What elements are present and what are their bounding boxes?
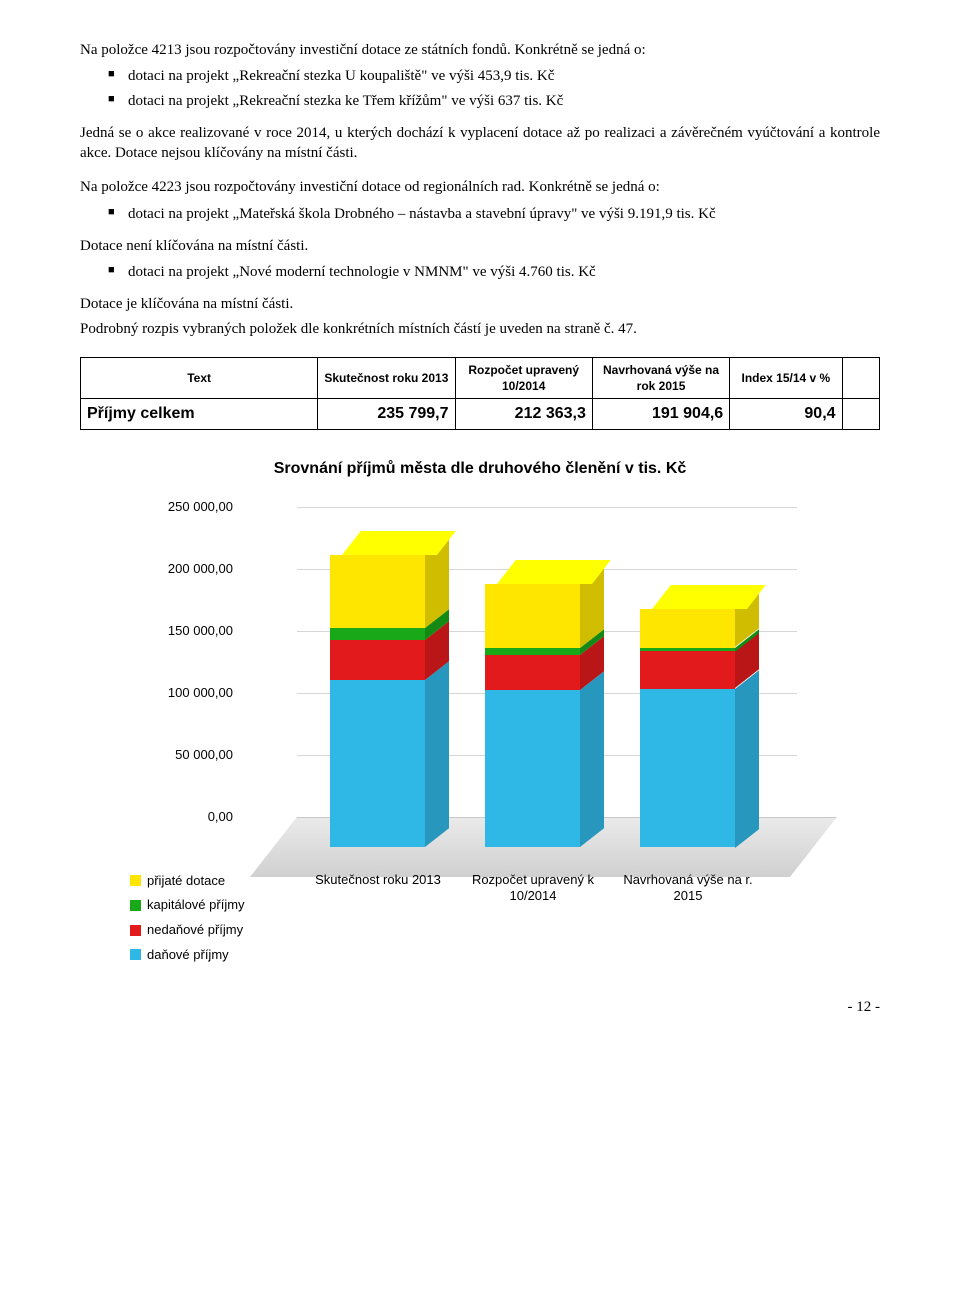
para-detail-ref: Podrobný rozpis vybraných položek dle ko… — [80, 319, 880, 339]
para-4213-intro: Na položce 4213 jsou rozpočtovány invest… — [80, 40, 880, 60]
chart-bar-segment — [330, 640, 425, 680]
para-4223-note1: Dotace není klíčována na místní části. — [80, 236, 880, 256]
legend-swatch-icon — [130, 949, 141, 960]
table-row: Příjmy celkem 235 799,7 212 363,3 191 90… — [81, 399, 880, 430]
th-index: Index 15/14 v % — [730, 357, 842, 398]
income-comparison-chart: Srovnání příjmů města dle druhového člen… — [130, 458, 830, 958]
chart-bar-top — [342, 531, 456, 555]
th-2014: Rozpočet upravený 10/2014 — [455, 357, 592, 398]
bullet-4223-2: dotaci na projekt „Nové moderní technolo… — [80, 262, 880, 282]
chart-legend-item: kapitálové příjmy — [130, 893, 245, 918]
chart-bar-segment — [640, 651, 735, 688]
chart-xlabel: Rozpočet upravený k 10/2014 — [463, 872, 603, 903]
table-header-row: Text Skutečnost roku 2013 Rozpočet uprav… — [81, 357, 880, 398]
chart-ytick: 50 000,00 — [143, 747, 233, 765]
legend-label: kapitálové příjmy — [147, 893, 245, 918]
chart-xlabel: Navrhovaná výše na r. 2015 — [618, 872, 758, 903]
chart-bar-segment — [640, 648, 735, 652]
chart-ytick: 100 000,00 — [143, 685, 233, 703]
chart-legend: přijaté dotacekapitálové příjmynedaňové … — [130, 869, 245, 968]
td-index: 90,4 — [730, 399, 842, 430]
th-2015: Navrhovaná výše na rok 2015 — [592, 357, 729, 398]
chart-bar-side — [425, 661, 449, 847]
chart-legend-item: nedaňové příjmy — [130, 918, 245, 943]
bullet-4223-1: dotaci na projekt „Mateřská škola Drobné… — [80, 204, 880, 224]
td-2013: 235 799,7 — [318, 399, 455, 430]
chart-gridline — [297, 507, 797, 508]
th-text: Text — [81, 357, 318, 398]
chart-bar-segment — [485, 655, 580, 690]
chart-plot — [250, 507, 790, 877]
bullet-list-4223b: dotaci na projekt „Nové moderní technolo… — [80, 262, 880, 282]
chart-bar-side — [735, 670, 759, 847]
para-4223-note2: Dotace je klíčována na místní části. — [80, 294, 880, 314]
th-extra — [842, 357, 879, 398]
chart-bar-segment — [330, 628, 425, 640]
income-summary-table: Text Skutečnost roku 2013 Rozpočet uprav… — [80, 357, 880, 430]
chart-ytick: 150 000,00 — [143, 623, 233, 641]
chart-bar-side — [580, 671, 604, 847]
chart-legend-item: daňové příjmy — [130, 943, 245, 968]
bullet-4213-1: dotaci na projekt „Rekreační stezka U ko… — [80, 66, 880, 86]
td-2014: 212 363,3 — [455, 399, 592, 430]
bullet-list-4223a: dotaci na projekt „Mateřská škola Drobné… — [80, 204, 880, 224]
chart-bar-segment — [640, 609, 735, 647]
page-number: - 12 - — [80, 997, 880, 1017]
legend-swatch-icon — [130, 925, 141, 936]
chart-legend-item: přijaté dotace — [130, 869, 245, 894]
chart-xlabel: Skutečnost roku 2013 — [308, 872, 448, 888]
chart-bar-segment — [640, 689, 735, 848]
th-2013: Skutečnost roku 2013 — [318, 357, 455, 398]
td-2015: 191 904,6 — [592, 399, 729, 430]
legend-label: nedaňové příjmy — [147, 918, 243, 943]
chart-title: Srovnání příjmů města dle druhového člen… — [130, 458, 830, 480]
chart-ytick: 200 000,00 — [143, 561, 233, 579]
legend-swatch-icon — [130, 875, 141, 886]
para-4213-note: Jedná se o akce realizované v roce 2014,… — [80, 123, 880, 164]
bullet-list-4213: dotaci na projekt „Rekreační stezka U ko… — [80, 66, 880, 111]
para-4223-intro: Na položce 4223 jsou rozpočtovány invest… — [80, 177, 880, 197]
td-label: Příjmy celkem — [81, 399, 318, 430]
chart-ytick: 0,00 — [143, 809, 233, 827]
chart-area: 0,00 50 000,00 100 000,00 150 000,00 200 000… — [130, 497, 830, 957]
legend-label: daňové příjmy — [147, 943, 229, 968]
chart-bar-segment — [330, 555, 425, 628]
chart-ytick: 250 000,00 — [143, 499, 233, 517]
legend-label: přijaté dotace — [147, 869, 225, 894]
chart-bar-top — [652, 585, 766, 609]
legend-swatch-icon — [130, 900, 141, 911]
chart-bar-segment — [485, 690, 580, 847]
td-extra — [842, 399, 879, 430]
chart-bar-segment — [330, 680, 425, 847]
chart-bar-segment — [485, 648, 580, 655]
chart-bar-top — [497, 560, 611, 584]
chart-bar-segment — [485, 584, 580, 648]
bullet-4213-2: dotaci na projekt „Rekreační stezka ke T… — [80, 91, 880, 111]
